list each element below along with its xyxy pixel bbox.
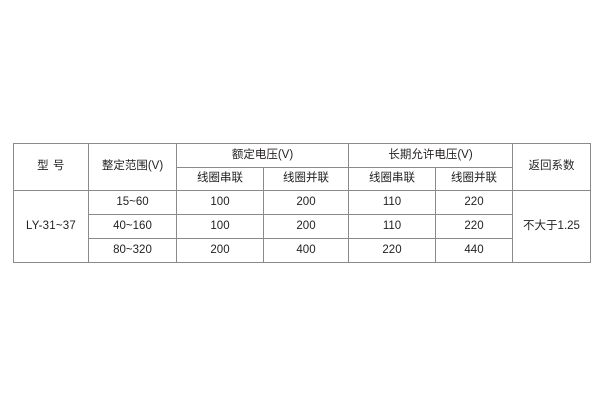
cell-allowed-parallel: 220 bbox=[435, 214, 513, 239]
cell-allowed-series: 110 bbox=[348, 190, 436, 215]
header-return-coefficient: 返回系数 bbox=[512, 143, 591, 191]
table-header: 型 号 整定范围(V) 额定电压(V) 长期允许电压(V) 返回系数 线圈串联 … bbox=[13, 143, 591, 191]
cell-rated-parallel: 200 bbox=[263, 214, 349, 239]
table-row: 40~160 100 200 110 220 bbox=[14, 214, 591, 239]
cell-rated-series: 100 bbox=[176, 190, 264, 215]
header-rated-voltage: 额定电压(V) bbox=[176, 143, 349, 168]
cell-model-value: LY-31~37 bbox=[13, 190, 89, 263]
cell-setting-range: 15~60 bbox=[88, 190, 177, 215]
header-rated-coil-series: 线圈串联 bbox=[176, 167, 264, 191]
cell-allowed-parallel: 440 bbox=[435, 238, 513, 263]
header-rated-coil-parallel: 线圈并联 bbox=[263, 167, 349, 191]
header-allowed-coil-parallel: 线圈并联 bbox=[435, 167, 513, 191]
table-row: LY-31~37 15~60 100 200 110 220 不大于1.25 bbox=[13, 190, 591, 263]
cell-rated-parallel: 200 bbox=[263, 190, 349, 215]
cell-allowed-series: 110 bbox=[348, 214, 436, 239]
header-model: 型 号 bbox=[13, 143, 89, 191]
table-row: 80~320 200 400 220 440 bbox=[14, 238, 591, 263]
cell-allowed-series: 220 bbox=[348, 238, 436, 263]
header-row-sub: 线圈串联 线圈并联 线圈串联 线圈并联 bbox=[14, 167, 591, 191]
header-long-term-allowed-voltage: 长期允许电压(V) bbox=[348, 143, 513, 168]
header-row-main: 型 号 整定范围(V) 额定电压(V) 长期允许电压(V) 返回系数 bbox=[13, 143, 591, 191]
cell-return-coefficient-value: 不大于1.25 bbox=[512, 190, 591, 263]
header-allowed-coil-series: 线圈串联 bbox=[348, 167, 436, 191]
table-body: LY-31~37 15~60 100 200 110 220 不大于1.25 4… bbox=[13, 190, 591, 263]
cell-rated-series: 200 bbox=[176, 238, 264, 263]
spec-table-container: 型 号 整定范围(V) 额定电压(V) 长期允许电压(V) 返回系数 线圈串联 … bbox=[13, 143, 591, 263]
cell-rated-parallel: 400 bbox=[263, 238, 349, 263]
cell-rated-series: 100 bbox=[176, 214, 264, 239]
cell-allowed-parallel: 220 bbox=[435, 190, 513, 215]
cell-setting-range: 80~320 bbox=[88, 238, 177, 263]
specification-table: 型 号 整定范围(V) 额定电压(V) 长期允许电压(V) 返回系数 线圈串联 … bbox=[13, 143, 591, 263]
header-setting-range: 整定范围(V) bbox=[88, 143, 177, 191]
cell-setting-range: 40~160 bbox=[88, 214, 177, 239]
